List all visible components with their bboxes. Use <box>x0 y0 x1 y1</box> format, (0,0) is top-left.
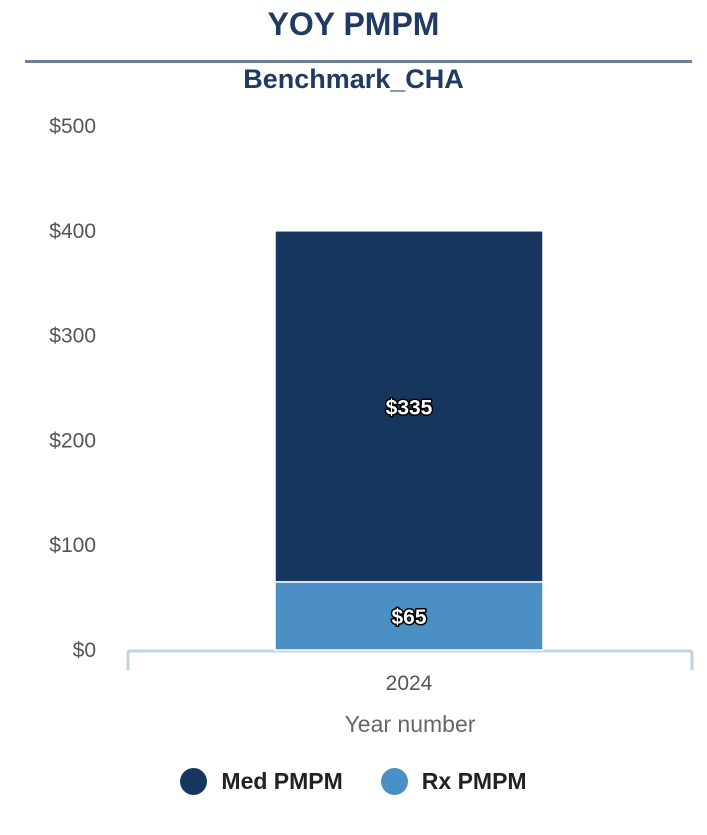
x-tick-label: 2024 <box>386 672 433 695</box>
title-divider <box>25 60 692 63</box>
x-axis-title: Year number <box>345 711 476 737</box>
bar-segment <box>274 581 544 651</box>
y-tick-label: $100 <box>49 534 96 557</box>
data-label: $65 <box>391 606 426 629</box>
y-tick-label: $300 <box>49 325 96 348</box>
legend-label-med-pmpm: Med PMPM <box>221 768 343 794</box>
legend-item-rx-pmpm[interactable]: Rx PMPM <box>380 768 527 795</box>
legend-swatch-med-pmpm <box>180 768 208 795</box>
y-tick-label: $0 <box>73 639 96 662</box>
y-tick-label: $500 <box>49 115 96 138</box>
chart-subtitle: Benchmark_CHA <box>243 64 464 94</box>
data-label: $335 <box>386 396 433 419</box>
bar-chart: $0 $100 $200 $300 $400 $500 $65 $335 2024 Year nu… <box>49 115 694 737</box>
bar-segment <box>274 230 544 583</box>
legend-label-rx-pmpm: Rx PMPM <box>421 768 527 794</box>
legend-item-med-pmpm[interactable]: Med PMPM <box>180 768 343 795</box>
legend-swatch-rx-pmpm <box>380 768 408 795</box>
chart-title: YOY PMPM <box>267 6 440 42</box>
legend: Med PMPM Rx PMPM <box>0 768 707 795</box>
y-tick-label: $400 <box>49 220 96 243</box>
y-tick-label: $200 <box>49 429 96 452</box>
